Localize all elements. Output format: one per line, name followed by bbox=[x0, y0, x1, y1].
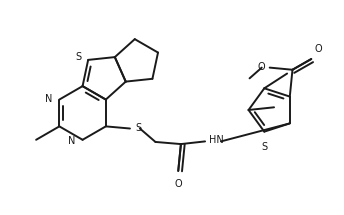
Text: S: S bbox=[136, 123, 141, 132]
Text: S: S bbox=[75, 52, 81, 62]
Text: O: O bbox=[257, 62, 265, 72]
Text: N: N bbox=[68, 136, 76, 146]
Text: S: S bbox=[261, 142, 267, 152]
Text: O: O bbox=[314, 44, 322, 54]
Text: O: O bbox=[174, 179, 182, 189]
Text: N: N bbox=[45, 94, 52, 104]
Text: HN: HN bbox=[209, 135, 224, 145]
